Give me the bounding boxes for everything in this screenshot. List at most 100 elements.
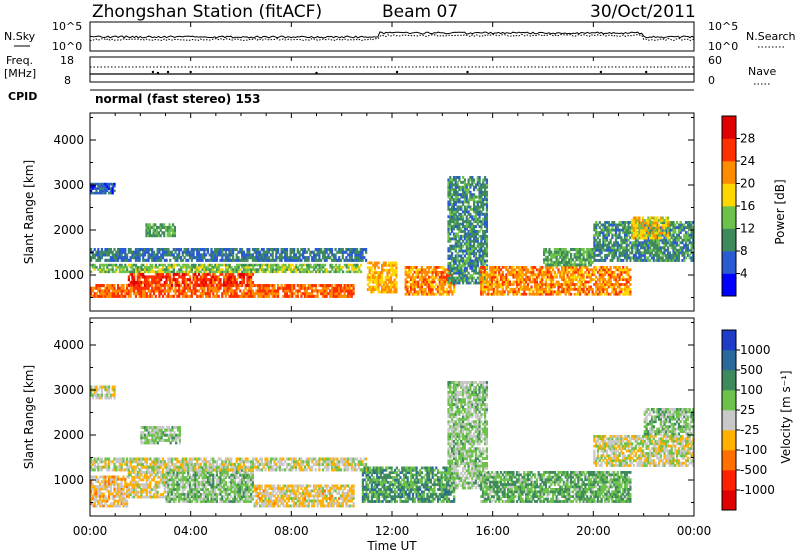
data-cell [373,278,377,282]
data-cell [467,281,470,285]
data-cell [95,258,98,262]
data-cell [492,283,495,286]
data-cell [284,250,287,254]
data-cell [393,280,396,284]
data-cell [234,268,237,271]
data-cell [463,254,466,258]
data-cell [492,273,495,277]
data-cell [395,263,398,267]
data-cell [604,243,607,247]
data-cell [289,266,292,269]
data-cell [548,275,551,279]
data-cell [532,270,535,274]
data-cell [333,270,336,274]
data-cell [643,226,646,230]
data-cell [118,286,121,290]
data-cell [499,268,503,272]
data-cell [241,278,244,282]
data-cell [537,275,540,279]
data-cell [478,274,481,278]
data-cell [284,268,287,271]
data-cell [391,271,394,274]
data-cell [129,294,132,298]
data-cell [248,280,251,284]
data-cell [136,270,139,274]
data-cell [145,278,148,282]
data-cell [668,228,671,232]
data-cell [451,185,454,189]
data-cell [126,266,129,269]
data-cell [120,292,123,296]
data-cell [140,280,143,284]
data-cell [134,280,138,284]
data-cell [643,238,646,242]
data-cell [649,221,652,225]
data-cell [172,268,175,271]
data-cell [584,290,587,294]
data-cell [154,266,157,269]
data-cell [632,256,636,260]
data-cell [264,258,267,262]
data-cell [99,270,102,274]
data-cell [463,279,466,282]
data-cell [117,248,120,252]
data-cell [415,268,418,272]
data-cell [690,259,693,262]
data-cell [688,253,691,257]
data-cell [485,266,488,269]
data-cell [548,270,551,274]
data-cell [373,263,377,267]
data-cell [458,264,461,268]
data-cell [377,266,380,270]
data-cell [460,234,463,238]
data-cell [490,280,494,284]
data-cell [266,286,269,290]
data-cell [584,283,587,286]
data-cell [550,292,553,296]
data-cell [111,182,114,186]
data-cell [214,266,217,269]
data-cell [614,287,618,291]
data-cell [665,236,668,240]
data-cell [273,284,276,288]
data-cell [634,216,637,220]
data-cell [607,268,610,272]
data-cell [342,266,345,269]
data-cell [568,283,571,286]
data-cell [618,259,621,262]
data-cell [185,294,188,298]
data-cell [228,283,231,287]
data-cell [219,268,222,271]
data-cell [460,274,463,278]
data-cell [438,285,441,289]
data-cell [650,256,654,260]
data-cell [668,221,671,224]
data-cell [516,280,519,284]
data-cell [458,237,461,241]
data-cell [451,269,454,273]
data-cell [451,237,454,241]
data-cell [259,258,262,262]
data-cell [649,231,652,234]
data-cell [632,246,636,250]
data-cell [476,210,479,214]
data-cell [420,270,423,274]
data-cell [104,182,107,186]
data-cell [217,248,220,252]
data-cell [467,249,470,253]
data-cell [348,258,352,262]
data-cell [255,253,258,257]
data-cell [160,283,163,287]
data-cell [471,269,474,273]
data-cell [596,231,600,234]
data-cell [372,273,375,277]
data-cell [575,268,578,272]
data-cell [641,216,645,220]
data-cell [226,253,229,257]
data-cell [665,256,668,260]
data-cell [410,266,413,269]
data-cell [99,258,102,262]
data-cell [271,263,274,267]
data-cell [192,292,195,296]
data-cell [623,253,627,257]
